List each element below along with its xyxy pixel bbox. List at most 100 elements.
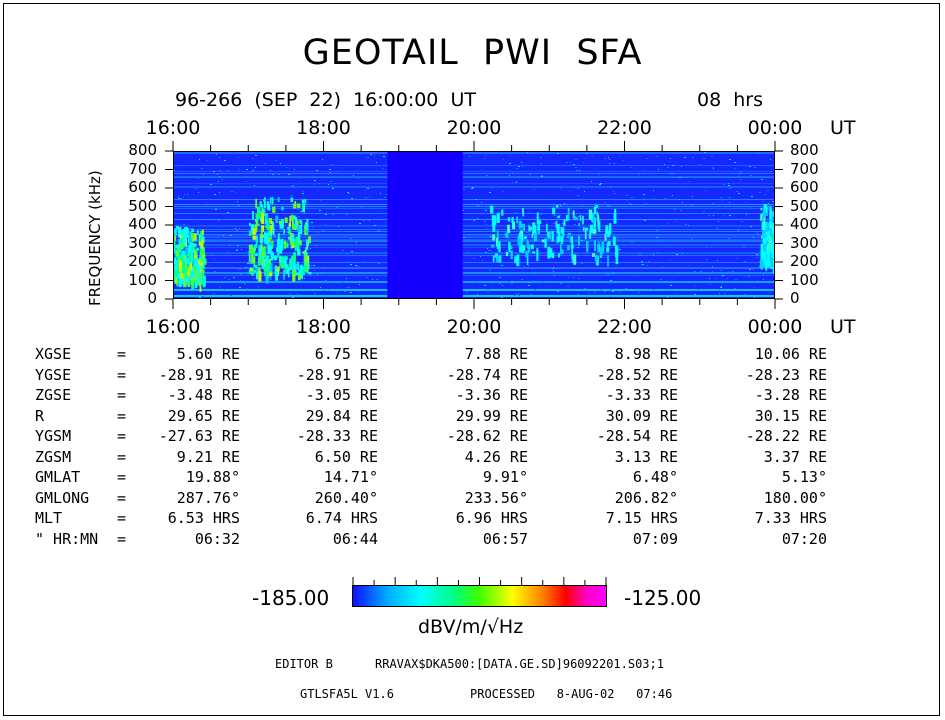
interference-line	[173, 226, 775, 227]
noise-speck	[222, 229, 223, 230]
noise-speck	[599, 184, 601, 185]
noise-speck	[587, 252, 588, 253]
noise-speck	[514, 295, 516, 296]
noise-speck	[581, 240, 583, 241]
noise-speck	[539, 208, 540, 209]
noise-speck	[358, 291, 359, 292]
noise-speck	[292, 185, 294, 186]
noise-speck	[734, 162, 736, 163]
noise-speck	[600, 183, 602, 184]
interference-line	[173, 231, 775, 232]
noise-speck	[608, 157, 609, 158]
emission-patch	[291, 255, 294, 264]
y-tick-label-right: 800	[790, 141, 819, 159]
ephemeris-value: 8.98 RE	[614, 345, 678, 363]
top-time-label: 22:00	[597, 117, 652, 139]
noise-speck	[319, 210, 321, 211]
noise-speck	[509, 175, 510, 176]
noise-speck	[624, 213, 625, 214]
emission-patch	[769, 211, 772, 220]
emission-patch	[266, 263, 270, 269]
footer-program: GTLSFA5L V1.6	[300, 687, 394, 701]
noise-speck	[236, 250, 238, 251]
emission-patch	[288, 263, 291, 271]
emission-patch	[303, 203, 306, 213]
duration-header: 08 hrs	[697, 89, 764, 111]
emission-patch	[498, 255, 502, 263]
noise-speck	[609, 248, 610, 249]
emission-patch	[293, 215, 296, 220]
noise-speck	[227, 170, 229, 171]
noise-speck	[253, 275, 254, 276]
noise-speck	[506, 250, 508, 251]
ephemeris-value: -3.05 RE	[305, 386, 378, 404]
noise-speck	[310, 248, 311, 249]
emission-patch	[771, 215, 774, 226]
noise-speck	[202, 296, 204, 297]
interference-line	[173, 177, 775, 178]
noise-speck	[213, 293, 215, 294]
ephemeris-label: YGSM	[35, 427, 72, 445]
emission-patch	[520, 234, 524, 243]
noise-speck	[287, 222, 289, 223]
emission-patch	[560, 236, 564, 243]
noise-speck	[660, 279, 662, 280]
noise-speck	[697, 289, 699, 290]
emission-patch	[278, 220, 282, 225]
noise-speck	[734, 288, 736, 289]
noise-speck	[565, 250, 567, 251]
emission-patch	[299, 225, 301, 228]
noise-speck	[599, 174, 600, 175]
emission-patch	[289, 232, 292, 245]
emission-patch	[597, 214, 600, 226]
noise-speck	[582, 205, 583, 206]
noise-speck	[278, 174, 280, 175]
emission-patch	[526, 241, 530, 245]
noise-speck	[756, 257, 758, 258]
noise-speck	[219, 192, 220, 193]
emission-patch	[251, 248, 255, 254]
noise-speck	[239, 169, 240, 170]
noise-speck	[280, 163, 281, 164]
emission-patch	[173, 273, 176, 281]
noise-speck	[229, 245, 230, 246]
noise-speck	[332, 273, 334, 274]
ephemeris-value: -28.62 RE	[446, 427, 528, 445]
emission-patch	[607, 241, 611, 246]
noise-speck	[521, 162, 522, 163]
noise-speck	[486, 175, 488, 176]
noise-speck	[201, 168, 203, 169]
noise-speck	[740, 229, 742, 230]
noise-speck	[742, 208, 743, 209]
noise-speck	[221, 227, 222, 228]
bottom-time-label: 16:00	[145, 316, 201, 338]
emission-patch	[299, 240, 302, 246]
noise-speck	[670, 285, 672, 286]
noise-speck	[521, 213, 523, 214]
emission-patch	[606, 247, 610, 253]
noise-speck	[757, 273, 759, 274]
emission-patch	[291, 214, 294, 222]
noise-speck	[690, 199, 691, 200]
noise-speck	[674, 209, 676, 210]
emission-patch	[545, 223, 548, 232]
interference-line	[173, 241, 775, 242]
noise-speck	[324, 266, 325, 267]
noise-speck	[358, 178, 359, 179]
emission-patch	[607, 254, 609, 267]
emission-patch	[268, 217, 273, 224]
emission-patch	[182, 244, 185, 249]
emission-patch	[258, 271, 262, 282]
emission-patch	[557, 253, 561, 258]
emission-patch	[528, 225, 531, 232]
emission-patch	[570, 236, 574, 243]
noise-speck	[671, 173, 673, 174]
emission-patch	[201, 260, 203, 267]
emission-patch	[283, 258, 287, 266]
noise-speck	[376, 162, 377, 163]
emission-patch	[523, 245, 526, 251]
emission-patch	[255, 198, 258, 209]
emission-patch	[188, 266, 191, 272]
emission-patch	[586, 227, 589, 231]
noise-speck	[754, 297, 755, 298]
